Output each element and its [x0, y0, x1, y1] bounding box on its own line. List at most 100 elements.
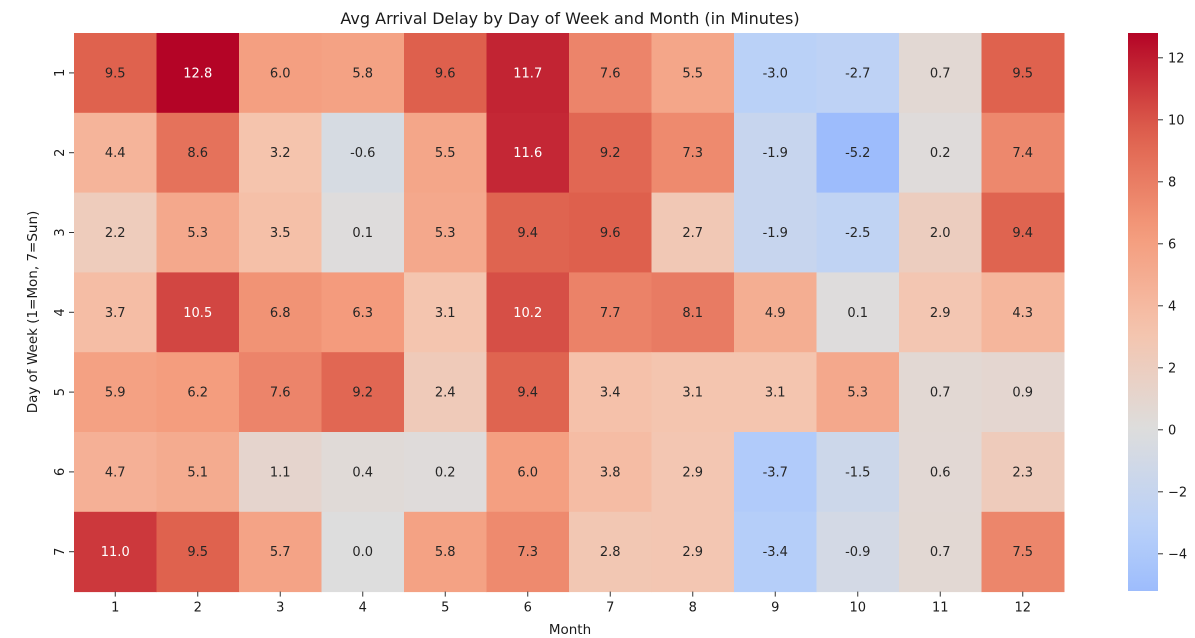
heatmap-cell	[981, 511, 1065, 593]
x-tick-label: 11	[932, 601, 949, 616]
cell-label: 9.6	[435, 66, 456, 81]
heatmap-cell	[651, 352, 735, 433]
heatmap-cell	[156, 511, 240, 593]
heatmap-cell	[816, 33, 900, 114]
heatmap-cell	[156, 112, 240, 194]
heatmap-cell	[899, 33, 982, 114]
cell-label: 5.9	[105, 386, 126, 401]
cell-label: 12.8	[183, 66, 212, 81]
colorbar-tick-label: 10	[1168, 113, 1185, 128]
cell-label: 6.0	[517, 465, 538, 480]
heatmap-cell	[404, 352, 487, 433]
heatmap-cell	[404, 33, 487, 114]
heatmap-cell	[651, 432, 735, 513]
colorbar-ticks: −4 −2 0 2 4 6 8 10 12	[1158, 51, 1187, 562]
cell-label: 11.7	[513, 66, 542, 81]
heatmap-cell	[239, 352, 322, 433]
cell-label: 5.3	[847, 386, 868, 401]
heatmap-cells: 9.5 12.8 6.0 5.8 9.6 11.7 7.6 5.5 -3.0 -2.7 0.7 9.5…	[74, 33, 1065, 593]
cell-label: 0.2	[930, 146, 951, 161]
cell-label: 7.7	[600, 306, 621, 321]
x-tick-label: 9	[771, 601, 779, 616]
colorbar-tick-label: 6	[1168, 237, 1176, 252]
colorbar-tick-label: 4	[1168, 299, 1176, 314]
cell-label: -1.9	[763, 146, 788, 161]
cell-label: 3.1	[435, 306, 456, 321]
heatmap-cell	[74, 272, 157, 353]
heatmap-cell	[734, 511, 817, 593]
cell-label: 7.3	[517, 545, 538, 560]
heatmap-cell	[321, 272, 405, 353]
cell-label: 5.1	[187, 465, 208, 480]
heatmap-cell	[981, 352, 1065, 433]
heatmap-cell	[569, 432, 652, 513]
cell-label: 1.1	[270, 465, 291, 480]
cell-label: 5.3	[435, 226, 456, 241]
heatmap-cell	[569, 112, 652, 194]
cell-label: 3.7	[105, 306, 126, 321]
y-tick-label: 5	[53, 388, 68, 396]
cell-label: -1.9	[763, 226, 788, 241]
cell-label: 3.4	[600, 386, 621, 401]
heatmap-cell	[74, 192, 157, 273]
cell-label: 11.0	[101, 545, 130, 560]
heatmap-cell	[816, 511, 900, 593]
heatmap-cell	[816, 192, 900, 273]
heatmap-cell	[74, 511, 157, 593]
cell-label: 0.4	[352, 465, 373, 480]
x-tick-label: 5	[441, 601, 449, 616]
cell-label: 9.2	[600, 146, 621, 161]
cell-label: -1.5	[845, 465, 870, 480]
heatmap-cell	[156, 33, 240, 114]
heatmap-cell	[321, 352, 405, 433]
cell-label: 3.8	[600, 465, 621, 480]
heatmap-cell	[321, 33, 405, 114]
cell-label: 4.4	[105, 146, 126, 161]
heatmap-cell	[981, 112, 1065, 194]
cell-label: 0.7	[930, 386, 951, 401]
cell-label: 0.1	[352, 226, 373, 241]
y-axis-ticks: 1 2 3 4 5 6 7	[53, 69, 74, 556]
x-tick-label: 10	[849, 601, 866, 616]
heatmap-cell	[486, 272, 570, 353]
cell-label: 9.5	[1012, 66, 1033, 81]
cell-label: 7.3	[682, 146, 703, 161]
x-tick-label: 7	[606, 601, 614, 616]
chart-title: Avg Arrival Delay by Day of Week and Mon…	[340, 9, 799, 28]
cell-label: 0.2	[435, 465, 456, 480]
heatmap-cell	[651, 192, 735, 273]
y-tick-label: 4	[53, 308, 68, 316]
heatmap-cell	[569, 272, 652, 353]
cell-label: 6.2	[187, 386, 208, 401]
heatmap-cell	[486, 112, 570, 194]
heatmap-cell	[156, 272, 240, 353]
cell-label: 9.5	[105, 66, 126, 81]
heatmap-cell	[486, 432, 570, 513]
cell-label: 9.4	[517, 386, 538, 401]
heatmap-cell	[486, 33, 570, 114]
cell-label: 5.5	[435, 146, 456, 161]
heatmap-cell	[156, 192, 240, 273]
heatmap-cell	[239, 511, 322, 593]
heatmap-cell	[651, 33, 735, 114]
heatmap-cell	[899, 112, 982, 194]
x-tick-label: 1	[111, 601, 119, 616]
cell-label: 2.8	[600, 545, 621, 560]
y-tick-label: 7	[53, 548, 68, 556]
cell-label: 2.0	[930, 226, 951, 241]
cell-label: 2.2	[105, 226, 126, 241]
heatmap-cell	[816, 112, 900, 194]
heatmap-cell	[981, 33, 1065, 114]
cell-label: 2.9	[682, 545, 703, 560]
cell-label: 6.8	[270, 306, 291, 321]
cell-label: 5.3	[187, 226, 208, 241]
cell-label: 9.2	[352, 386, 373, 401]
x-tick-label: 12	[1014, 601, 1031, 616]
colorbar-tick-label: 12	[1168, 51, 1185, 66]
heatmap-cell	[486, 192, 570, 273]
cell-label: 0.7	[930, 545, 951, 560]
cell-label: 6.3	[352, 306, 373, 321]
cell-label: -0.6	[350, 146, 375, 161]
cell-label: 5.7	[270, 545, 291, 560]
